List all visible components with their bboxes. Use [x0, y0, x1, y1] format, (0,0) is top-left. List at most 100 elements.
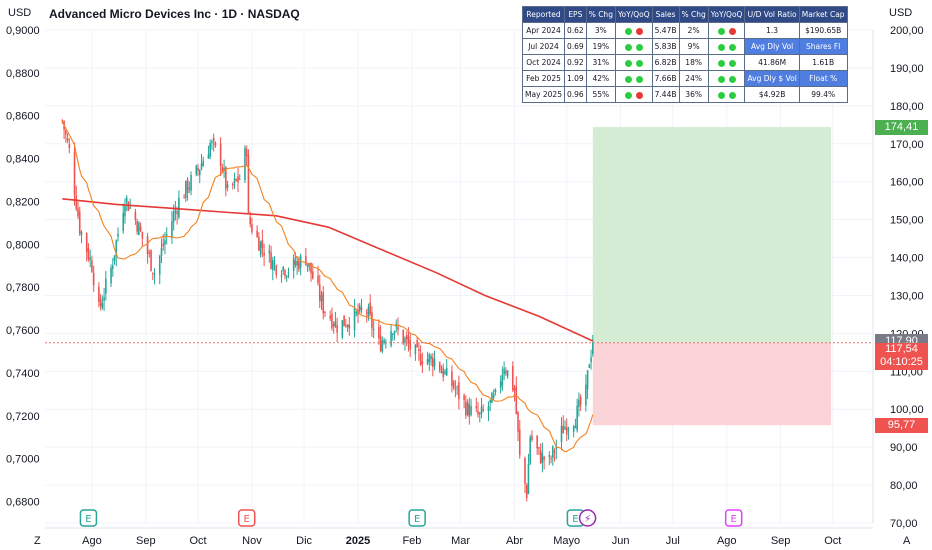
candle-body — [543, 456, 545, 460]
left-tick-label: 0,7800 — [6, 282, 40, 294]
candle-body — [369, 302, 371, 315]
left-tick-label: 0,8800 — [6, 68, 40, 80]
candle-body — [195, 165, 198, 175]
event-markers[interactable]: E E E E ⚡ E — [79, 509, 743, 527]
fundamentals-cell: $4.92B — [744, 86, 800, 103]
candle-body — [525, 485, 528, 498]
candle-body — [445, 367, 448, 376]
earnings-marker-icon[interactable] — [408, 509, 426, 527]
candle-body — [77, 208, 79, 217]
candle-body — [174, 210, 177, 213]
candle-body — [529, 437, 531, 464]
candle-body — [454, 388, 457, 390]
candle-body — [78, 211, 81, 234]
fundamentals-cell: 5.47B — [651, 22, 680, 39]
fundamentals-header-cell: % Chg — [678, 6, 709, 23]
yoy-qoq-dots — [707, 54, 746, 71]
fundamentals-cell: 0.69 — [563, 38, 587, 55]
left-tick-label: 0,7000 — [6, 454, 40, 466]
x-tick-label: Nov — [242, 535, 262, 547]
candle-body — [141, 231, 144, 239]
candle-body — [506, 370, 509, 377]
candle-body — [365, 312, 368, 314]
footer-left-letter[interactable]: Z — [34, 535, 41, 547]
right-tick-label: 180,00 — [890, 101, 924, 113]
candle-body — [258, 237, 260, 251]
candle-body — [287, 272, 290, 274]
candle-body — [115, 240, 118, 256]
fundamentals-cell: Avg Dly Vol — [744, 38, 800, 55]
yoy-qoq-dots — [614, 86, 653, 103]
candle-body — [164, 240, 166, 245]
fundamentals-cell: Avg Dly $ Vol — [744, 70, 800, 87]
candle-body — [87, 248, 90, 260]
right-tick-label: 170,00 — [890, 139, 924, 151]
fundamentals-cell: 5.83B — [651, 38, 680, 55]
candle-body — [494, 389, 497, 393]
chart-title: Advanced Micro Devices Inc · 1D · NASDAQ — [49, 7, 300, 21]
red-dot-icon — [635, 27, 643, 35]
candle-body — [233, 178, 236, 184]
candle-body — [553, 451, 556, 453]
green-dot-icon — [717, 27, 725, 35]
candle-body — [306, 264, 309, 268]
sma-short-line — [61, 120, 594, 453]
candle-body — [586, 370, 589, 390]
candle-body — [134, 211, 137, 220]
candle-body — [178, 197, 180, 218]
candle-body — [129, 207, 131, 209]
candle-body — [298, 261, 300, 270]
event-marker-label: E — [85, 514, 91, 525]
green-dot-icon — [624, 59, 632, 67]
candle-body — [296, 261, 298, 266]
candle-body — [442, 367, 445, 378]
earnings-marker-icon[interactable] — [237, 509, 256, 527]
candle-body — [585, 384, 587, 406]
candle-body — [367, 306, 370, 318]
green-dot-icon — [717, 75, 725, 83]
fundamentals-header-cell: EPS — [563, 6, 587, 23]
fundamentals-header-row: Reported EPS% Chg YoY/QoQ Sales% Chg YoY/QoQ… — [522, 6, 848, 23]
candle-body — [200, 163, 203, 170]
candle-body — [433, 358, 436, 367]
right-tick-label: 100,00 — [890, 404, 924, 416]
footer-right-letter[interactable]: A — [903, 535, 911, 547]
candle-body — [153, 273, 156, 275]
fundamentals-cell: Shares Fl — [798, 38, 848, 55]
green-dot-icon — [624, 27, 632, 35]
earnings-marker-icon[interactable] — [79, 509, 98, 527]
fundamentals-row: Feb 2025 1.09 42% 7.66B 24% Avg Dly $ Vol Floa… — [522, 70, 848, 87]
fundamentals-cell: 1.09 — [563, 70, 587, 87]
candle-body — [212, 137, 215, 142]
candle-body — [146, 236, 149, 254]
fundamentals-cell: 7.66B — [651, 70, 680, 87]
candle-body — [185, 180, 187, 198]
left-tick-label: 0,8600 — [6, 111, 40, 123]
split-marker-icon[interactable] — [578, 509, 597, 527]
event-marker-label: E — [731, 514, 737, 525]
candle-body — [91, 260, 93, 273]
x-tick-label: Sep — [771, 535, 791, 547]
candle-body — [426, 358, 429, 365]
fundamentals-cell: 9% — [678, 38, 709, 55]
fundamentals-cell: 99.4% — [798, 86, 848, 103]
candle-body — [176, 211, 178, 215]
fundamentals-header-cell: U/D Vol Ratio — [744, 6, 800, 23]
left-tick-label: 0,7400 — [6, 368, 40, 380]
candle-body — [284, 270, 286, 276]
candle-body — [590, 357, 592, 363]
green-dot-icon — [635, 59, 643, 67]
x-tick-label: Ago — [82, 535, 102, 547]
candle-body — [238, 178, 241, 180]
candle-body — [404, 338, 406, 343]
candle-body — [588, 364, 591, 368]
candle-body — [538, 447, 540, 449]
earnings-marker-icon[interactable] — [724, 509, 743, 527]
candle-body — [280, 275, 283, 278]
candle-body — [579, 396, 582, 405]
candle-body — [305, 256, 307, 266]
candle-body — [322, 292, 325, 314]
candle-body — [110, 267, 112, 284]
candle-body — [414, 344, 417, 355]
